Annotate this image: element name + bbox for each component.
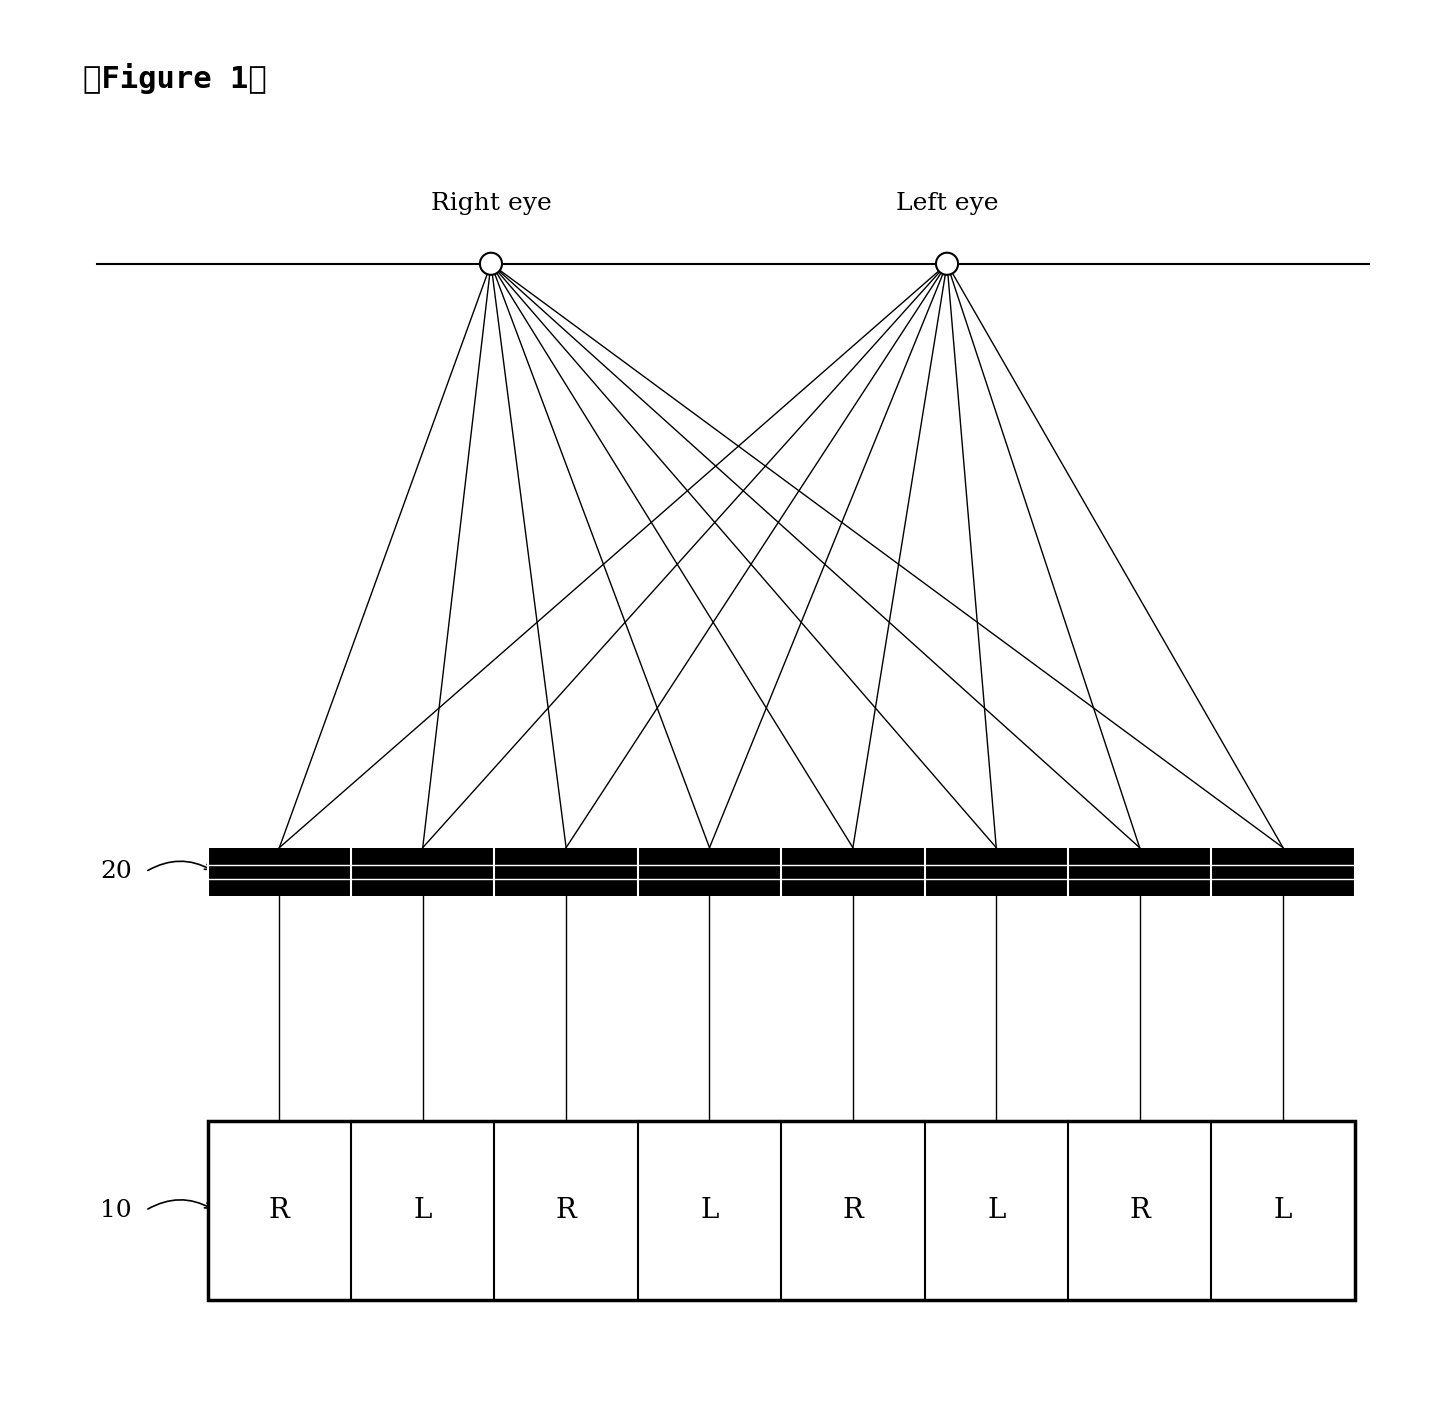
Text: R: R: [843, 1197, 863, 1224]
Text: 20: 20: [99, 860, 132, 884]
Bar: [207, 1121, 1355, 1300]
Text: R: R: [555, 1197, 577, 1224]
Text: L: L: [700, 1197, 719, 1224]
Text: R: R: [269, 1197, 290, 1224]
Text: 』Figure 1』: 』Figure 1』: [83, 64, 267, 95]
Text: Left eye: Left eye: [896, 192, 998, 216]
Text: L: L: [986, 1197, 1005, 1224]
Circle shape: [936, 253, 958, 275]
Bar: [207, 847, 1355, 897]
Text: Right eye: Right eye: [430, 192, 551, 216]
Text: L: L: [414, 1197, 431, 1224]
Circle shape: [480, 253, 502, 275]
Text: L: L: [1274, 1197, 1293, 1224]
Text: 10: 10: [101, 1199, 132, 1221]
Text: R: R: [1129, 1197, 1150, 1224]
